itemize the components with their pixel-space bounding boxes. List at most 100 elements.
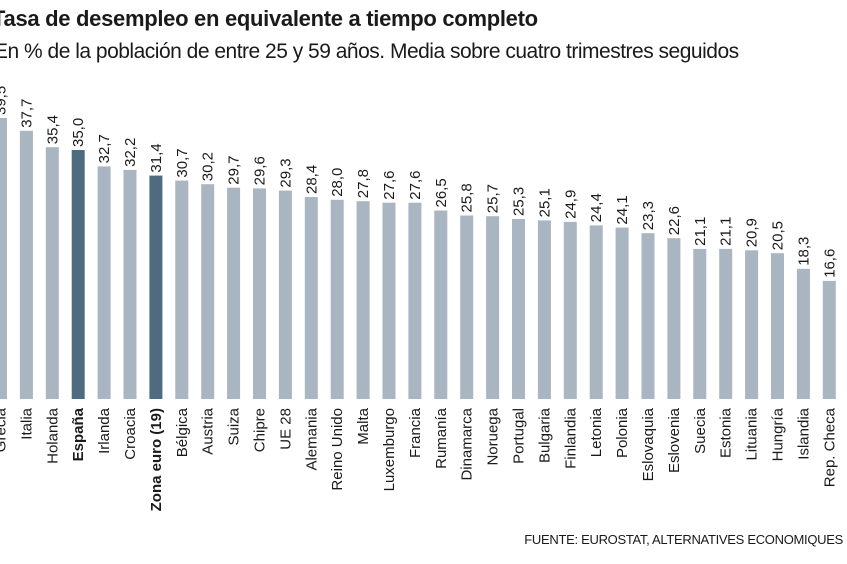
bar-1 xyxy=(0,118,7,399)
category-label-6: Croacia xyxy=(122,407,139,459)
bar-8 xyxy=(175,180,189,399)
bar-31 xyxy=(771,253,784,399)
bar-15 xyxy=(356,201,370,399)
category-label-2: Italia xyxy=(18,407,35,439)
bar-24 xyxy=(589,225,603,399)
category-label-17: Francia xyxy=(407,407,424,458)
bar-6 xyxy=(123,169,137,399)
bar-4 xyxy=(71,150,85,399)
category-label-5: Irlanda xyxy=(96,407,113,454)
bar-13 xyxy=(304,197,318,399)
category-label-13: Alemania xyxy=(303,407,320,470)
value-label-21: 25,3 xyxy=(511,187,528,216)
value-label-31: 20,5 xyxy=(770,221,787,250)
bar-9 xyxy=(201,184,215,399)
bar-11 xyxy=(253,188,266,399)
category-label-14: Reino Unido xyxy=(329,408,346,491)
bar-14 xyxy=(330,199,344,399)
value-label-26: 23,3 xyxy=(640,201,657,230)
category-label-25: Polonia xyxy=(614,407,631,458)
value-label-29: 21,1 xyxy=(718,217,735,246)
value-label-14: 28,0 xyxy=(329,168,346,197)
value-label-1: 39,5 xyxy=(0,86,10,115)
value-label-8: 30,7 xyxy=(174,148,191,177)
value-label-33: 16,6 xyxy=(821,249,838,278)
category-label-1: Grecia xyxy=(0,407,10,452)
bar-5 xyxy=(97,166,111,399)
category-label-23: Finlandia xyxy=(562,407,579,469)
category-label-28: Suecia xyxy=(692,407,709,454)
bar-23 xyxy=(563,221,577,399)
value-label-23: 24,9 xyxy=(562,190,579,219)
value-label-17: 27,6 xyxy=(407,170,424,199)
value-label-32: 18,3 xyxy=(795,237,812,266)
value-label-30: 20,9 xyxy=(744,218,761,247)
bar-7 xyxy=(149,175,163,399)
category-label-8: Bélgica xyxy=(174,407,191,457)
category-label-21: Portugal xyxy=(511,408,528,464)
category-label-31: Hungría xyxy=(770,407,787,461)
chart-subtitle: En % de la población de entre 25 y 59 añ… xyxy=(0,40,739,63)
bar-20 xyxy=(486,216,500,399)
value-label-3: 35,4 xyxy=(44,115,61,144)
bar-25 xyxy=(615,227,629,399)
value-label-11: 29,6 xyxy=(252,156,269,185)
bar-19 xyxy=(460,215,474,399)
bar-26 xyxy=(641,233,655,399)
category-label-3: Holanda xyxy=(44,407,61,464)
bar-28 xyxy=(693,248,707,399)
category-label-24: Letonia xyxy=(588,407,605,457)
category-label-15: Malta xyxy=(355,407,372,444)
bar-17 xyxy=(408,202,422,399)
value-label-25: 24,1 xyxy=(614,195,631,224)
value-label-27: 22,6 xyxy=(666,206,683,235)
category-label-10: Suiza xyxy=(226,407,243,445)
value-label-13: 28,4 xyxy=(303,165,320,194)
bar-33 xyxy=(822,280,836,399)
bar-27 xyxy=(667,238,681,399)
value-label-12: 29,3 xyxy=(277,158,294,187)
category-label-18: Rumanía xyxy=(433,407,450,469)
bar-21 xyxy=(512,219,525,399)
category-label-12: UE 28 xyxy=(277,408,294,450)
category-label-30: Lituania xyxy=(744,407,761,460)
value-label-20: 25,7 xyxy=(485,184,502,213)
category-label-7: Zona euro (19) xyxy=(148,408,165,511)
value-label-22: 25,1 xyxy=(536,188,553,217)
value-label-7: 31,4 xyxy=(148,143,165,172)
bar-16 xyxy=(382,202,396,399)
category-label-4: España xyxy=(70,407,87,461)
bar-12 xyxy=(278,190,292,399)
value-label-28: 21,1 xyxy=(692,217,709,246)
bar-3 xyxy=(45,147,59,399)
bar-10 xyxy=(227,187,241,399)
category-label-27: Eslovenia xyxy=(666,407,683,473)
category-label-20: Noruega xyxy=(485,407,502,465)
value-label-15: 27,8 xyxy=(355,169,372,198)
bar-2 xyxy=(19,130,33,400)
chart-title: Tasa de desempleo en equivalente a tiemp… xyxy=(0,6,538,31)
category-label-33: Rep. Checa xyxy=(821,407,838,487)
category-label-22: Bulgaria xyxy=(536,407,553,463)
value-label-19: 25,8 xyxy=(459,183,476,212)
bar-32 xyxy=(796,268,810,399)
value-label-10: 29,7 xyxy=(226,155,243,184)
category-label-9: Austria xyxy=(200,407,217,454)
category-label-29: Estonia xyxy=(718,407,735,458)
value-label-18: 26,5 xyxy=(433,178,450,207)
value-label-5: 32,7 xyxy=(96,134,113,163)
bar-22 xyxy=(537,220,551,399)
bar-29 xyxy=(719,248,733,399)
category-label-26: Eslovaquia xyxy=(640,407,657,481)
bar-18 xyxy=(434,210,448,399)
value-label-6: 32,2 xyxy=(122,138,139,167)
value-label-4: 35,0 xyxy=(70,118,87,147)
category-label-19: Dinamarca xyxy=(459,407,476,480)
value-label-16: 27,6 xyxy=(381,170,398,199)
bar-30 xyxy=(745,250,759,399)
category-label-11: Chipre xyxy=(252,408,269,452)
category-label-16: Luxemburgo xyxy=(381,408,398,491)
value-label-9: 30,2 xyxy=(200,152,217,181)
category-label-32: Islandia xyxy=(795,407,812,459)
